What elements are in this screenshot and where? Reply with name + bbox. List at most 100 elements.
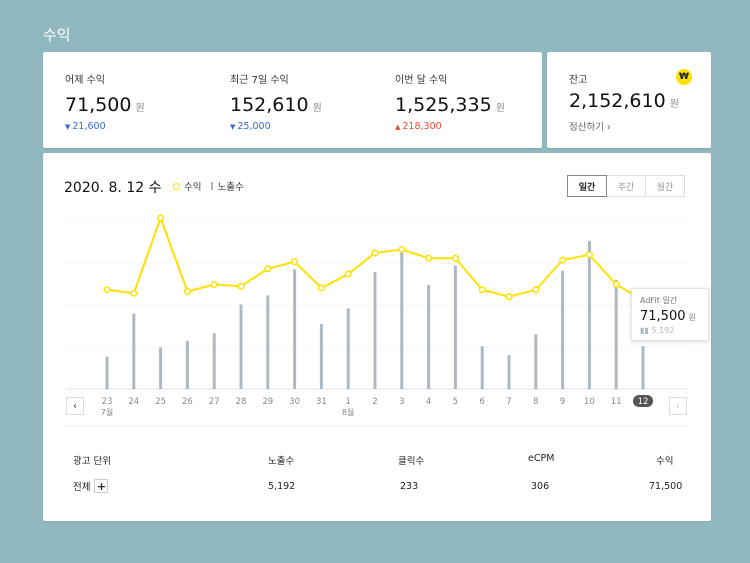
stat-value: 71,500 <box>65 94 132 116</box>
down-triangle-icon: ▼ <box>230 123 236 131</box>
impressions-bar <box>266 295 270 389</box>
chart-date: 2020. 8. 12 수 <box>64 180 162 196</box>
impressions-bar <box>373 272 377 389</box>
chart-tooltip: AdFit 일간 71,500 원 ▮▮ 5,192 <box>631 288 709 341</box>
revenue-point <box>291 258 299 266</box>
legend-revenue: 수익 <box>184 182 202 193</box>
add-button[interactable]: + <box>94 479 109 493</box>
impressions-bar <box>507 355 511 389</box>
stat-delta: 25,000 <box>237 121 271 132</box>
impressions-bar <box>587 240 591 389</box>
x-tick-label: 5 <box>453 397 458 407</box>
page-title: 수익 <box>43 26 71 44</box>
period-tabs: 일간 주간 월간 <box>567 175 685 197</box>
impressions-bar <box>534 334 538 389</box>
revenue-point <box>585 251 593 259</box>
stat-delta: 218,300 <box>402 121 442 132</box>
x-tick-label: 24 <box>128 397 139 407</box>
revenue-point <box>103 286 111 294</box>
stat-delta: 21,600 <box>72 121 106 132</box>
revenue-summary-card: 어제 수익 71,500 원 ▼ 21,600 최근 7일 수익 152,610 원 … <box>43 52 542 148</box>
x-tick-label: 2 <box>372 397 377 407</box>
x-tick-label: 31 <box>316 397 327 407</box>
revenue-point <box>237 282 245 290</box>
bar-chart-icon: ▮▮ <box>640 326 652 335</box>
stat-unit: 원 <box>135 103 145 114</box>
chart-legend: 수익 노출수 <box>173 179 244 193</box>
x-tick-label: 27 <box>209 397 220 407</box>
revenue-point <box>157 214 165 222</box>
x-tick-label: 11 <box>611 397 622 407</box>
impressions-bar <box>185 340 189 389</box>
revenue-point <box>317 284 325 292</box>
impressions-bar <box>105 356 109 389</box>
won-coin-icon: ₩ <box>676 69 692 85</box>
x-tick-label: 9 <box>560 397 565 407</box>
chevron-left-icon[interactable]: ‹ <box>66 397 84 415</box>
revenue-point <box>532 286 540 294</box>
revenue-point <box>371 249 379 257</box>
settle-link[interactable]: 정산하기 › <box>569 122 611 133</box>
x-tick-label: 26 <box>182 397 193 407</box>
impressions-bar <box>212 333 216 389</box>
x-tick-label: 23 <box>102 397 113 407</box>
selected-day-pill <box>633 395 653 407</box>
header-ecpm: eCPM <box>528 453 555 464</box>
stat-yesterday: 어제 수익 71,500 원 ▼ 21,600 <box>65 71 145 132</box>
impressions-bar <box>641 346 645 389</box>
balance-label: 잔고 <box>569 75 588 86</box>
impressions-bar <box>346 308 350 389</box>
stat-this-month: 이번 달 수익 1,525,335 원 ▲ 218,300 <box>395 71 505 132</box>
tab-monthly[interactable]: 월간 <box>645 175 685 197</box>
revenue-point <box>130 289 138 297</box>
stat-label: 어제 수익 <box>65 75 105 86</box>
legend-impressions: 노출수 <box>217 182 244 193</box>
tooltip-impressions: 5,192 <box>651 326 675 335</box>
revenue-point <box>210 280 218 289</box>
impressions-bar <box>159 347 163 389</box>
cell-revenue: 71,500 <box>649 481 683 492</box>
cell-impressions: 5,192 <box>268 481 296 492</box>
impressions-bar <box>239 304 243 389</box>
revenue-point <box>183 287 191 296</box>
balance-card: 잔고 ₩ 2,152,610 원 정산하기 › <box>547 52 711 148</box>
header-ad-unit: 광고 단위 <box>73 456 111 467</box>
x-tick-label: 8 <box>533 397 538 407</box>
month-label: 7월 <box>101 407 113 417</box>
tab-daily[interactable]: 일간 <box>567 175 607 197</box>
tooltip-value: 71,500 <box>640 309 686 324</box>
header-impressions: 노출수 <box>268 456 295 467</box>
balance-unit: 원 <box>669 99 679 110</box>
x-tick-label: 10 <box>584 397 595 407</box>
x-tick-label: 3 <box>399 397 404 407</box>
x-tick-label: 6 <box>479 397 484 407</box>
balance-value: 2,152,610 <box>569 90 666 112</box>
header-clicks: 클릭수 <box>398 456 425 467</box>
x-tick-label: 1 <box>345 397 350 407</box>
impressions-legend-marker <box>211 182 214 190</box>
tooltip-label: AdFit 일간 <box>640 296 678 305</box>
month-label: 8월 <box>342 407 354 417</box>
revenue-point <box>425 254 433 262</box>
down-triangle-icon: ▼ <box>65 123 71 131</box>
impressions-bar <box>561 270 565 389</box>
stat-label: 최근 7일 수익 <box>230 75 289 86</box>
impressions-bar <box>480 346 484 389</box>
revenue-point <box>559 256 567 264</box>
x-tick-label: 28 <box>236 397 247 407</box>
tooltip-unit: 원 <box>688 313 696 322</box>
x-tick-label: 25 <box>155 397 166 407</box>
x-tick-label: 30 <box>289 397 300 407</box>
impressions-bar <box>293 269 297 389</box>
impressions-bar <box>400 248 404 389</box>
stat-last-7-days: 최근 7일 수익 152,610 원 ▼ 25,000 <box>230 71 322 132</box>
chevron-right-icon[interactable]: › <box>669 397 687 415</box>
revenue-point <box>505 293 513 301</box>
revenue-point <box>344 270 352 278</box>
stat-value: 1,525,335 <box>395 94 492 116</box>
row-name: 전체 <box>73 482 91 493</box>
x-tick-label: 12 <box>638 397 649 407</box>
stat-value: 152,610 <box>230 94 309 116</box>
impressions-bar <box>453 265 457 389</box>
chart-card: 2020. 8. 12 수 수익 노출수 일간 주간 월간 23 24 25 26 27… <box>43 153 711 521</box>
